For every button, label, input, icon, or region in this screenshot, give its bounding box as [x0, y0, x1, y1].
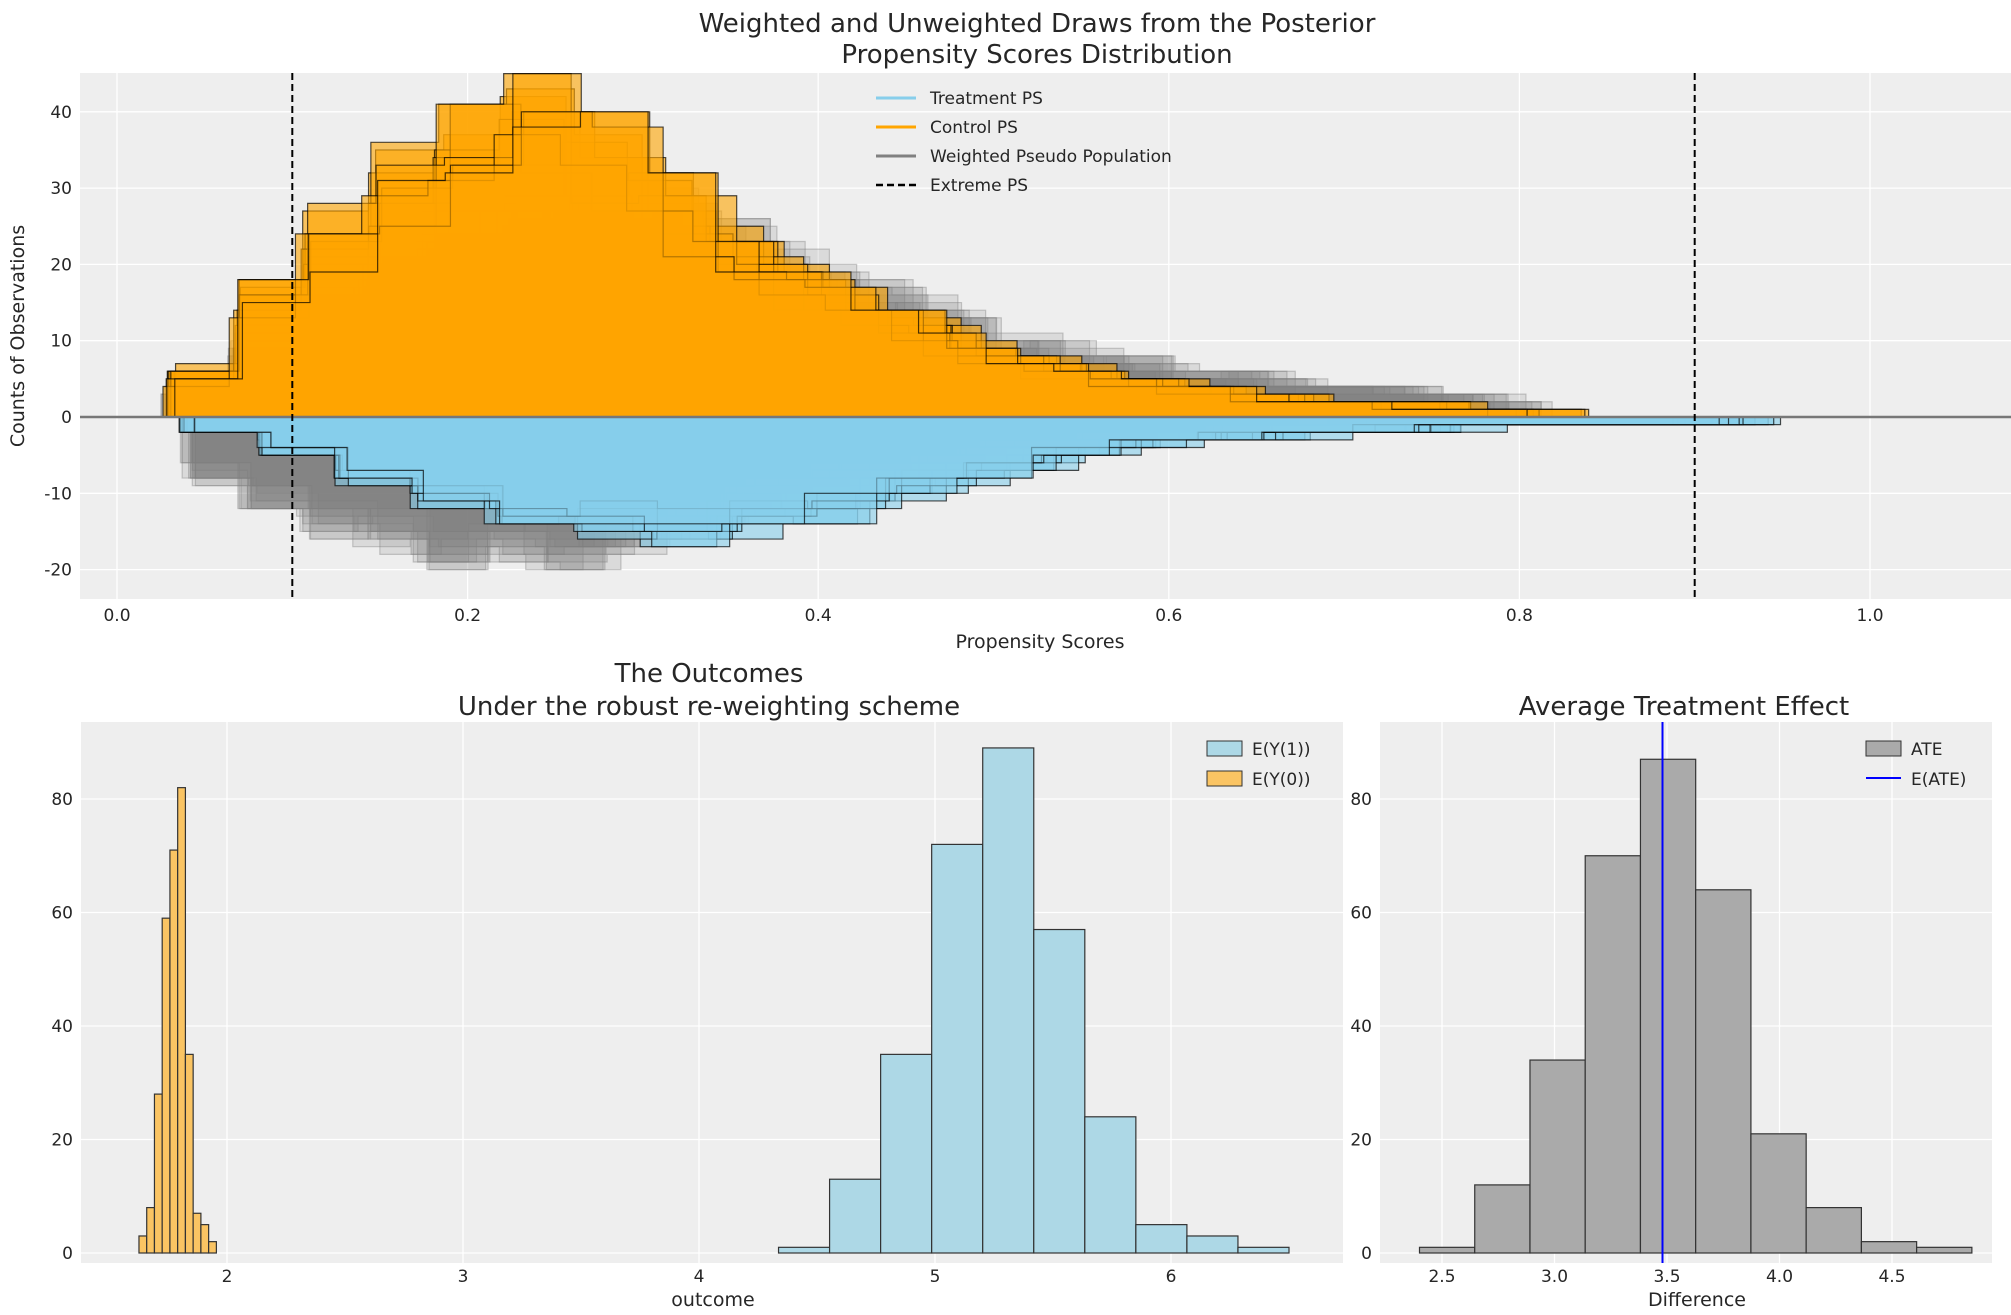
x-tick-label: 0.6 — [1155, 606, 1182, 626]
ate-bars — [1418, 722, 1973, 1263]
ey1-bar — [1135, 1224, 1188, 1254]
x-tick-label: 2 — [222, 1267, 233, 1287]
legend-ey1-label: E(Y(1)) — [1252, 740, 1310, 760]
legend-eate-label: E(ATE) — [1911, 770, 1966, 790]
x-tick-label: 3.5 — [1653, 1267, 1680, 1287]
y-tick-label: 60 — [1350, 904, 1372, 924]
y-tick-label: 40 — [51, 1017, 73, 1037]
x-tick-label: 6 — [1166, 1267, 1177, 1287]
y-tick-label: 0 — [61, 408, 72, 428]
ate-bar — [1860, 1241, 1918, 1254]
x-tick-label: 3.0 — [1541, 1267, 1568, 1287]
ps-ticks: 0.0 0.2 0.4 0.6 0.8 1.0 -20 -10 0 10 20 30 40 — [44, 103, 1883, 626]
ps-legend: Treatment PS Control PS Weighted Pseudo … — [876, 89, 1172, 196]
outcomes-bars — [138, 747, 1290, 1254]
ps-ylabel: Counts of Observations — [7, 225, 29, 447]
ate-bar — [1529, 1059, 1586, 1254]
y-tick-label: 40 — [50, 103, 72, 123]
ey1-bar — [982, 747, 1035, 1254]
y-tick-label: 10 — [50, 332, 72, 352]
outcomes-title-line2: Under the robust re-weighting scheme — [458, 692, 960, 722]
ey0-bar — [138, 1235, 148, 1254]
ate-bar — [1584, 855, 1642, 1254]
ate-bar — [1916, 1246, 1973, 1254]
x-tick-label: 4.5 — [1878, 1267, 1905, 1287]
ey0-bar — [161, 917, 171, 1254]
outcomes-xlabel: outcome — [671, 1289, 754, 1311]
legend-ey1-swatch — [1206, 740, 1243, 757]
ate-legend: ATE E(ATE) — [1865, 740, 1966, 790]
ate-bar — [1639, 758, 1697, 1254]
x-tick-label: 2.5 — [1428, 1267, 1455, 1287]
x-tick-label: 5 — [930, 1267, 941, 1287]
ey0-bar — [200, 1224, 210, 1254]
x-tick-label: 4 — [694, 1267, 705, 1287]
legend-control-label: Control PS — [930, 118, 1018, 138]
treatment-ps-histogram-draw — [194, 416, 1720, 525]
ps-panel: 0.0 0.2 0.4 0.6 0.8 1.0 -20 -10 0 10 20 30 40 Weight… — [7, 9, 2011, 653]
ate-bar — [1474, 1184, 1531, 1254]
ey1-bar — [828, 1178, 882, 1254]
y-tick-label: 60 — [51, 904, 73, 924]
legend-ate-label: ATE — [1911, 740, 1942, 760]
y-tick-label: -20 — [44, 561, 72, 581]
ey1-bar — [1084, 1116, 1137, 1254]
y-tick-label: 0 — [62, 1244, 73, 1264]
y-tick-label: 80 — [1350, 790, 1372, 810]
ey1-bar — [1186, 1235, 1239, 1254]
legend-ey0-label: E(Y(0)) — [1252, 770, 1310, 790]
ate-panel: 2.5 3.0 3.5 4.0 4.5 0 20 40 60 80 Average Treatme… — [1350, 692, 1992, 1311]
y-tick-label: 0 — [1361, 1244, 1372, 1264]
y-tick-label: 20 — [50, 255, 72, 275]
ey1-bar — [1033, 928, 1086, 1254]
ey1-bar — [1237, 1246, 1290, 1254]
legend-weighted-label: Weighted Pseudo Population — [930, 147, 1172, 167]
y-tick-label: 20 — [1350, 1131, 1372, 1151]
ps-title-line1: Weighted and Unweighted Draws from the P… — [699, 9, 1376, 39]
ps-title-line2: Propensity Scores Distribution — [841, 40, 1232, 70]
legend-ey0-swatch — [1206, 770, 1243, 787]
y-tick-label: 80 — [51, 790, 73, 810]
ate-bar — [1805, 1206, 1862, 1254]
x-tick-label: 0.8 — [1506, 606, 1533, 626]
ey0-bar — [192, 1212, 202, 1254]
x-tick-label: 4.0 — [1766, 1267, 1793, 1287]
ps-histograms — [80, 73, 2011, 599]
ey1-bar — [777, 1246, 831, 1254]
ate-bar — [1750, 1133, 1807, 1254]
outcomes-legend: E(Y(1)) E(Y(0)) — [1206, 740, 1310, 790]
legend-ate-swatch — [1865, 740, 1902, 757]
outcomes-axes-background — [81, 722, 1343, 1263]
outcomes-title-line1: The Outcomes — [614, 659, 804, 689]
legend-treatment-label: Treatment PS — [929, 89, 1043, 109]
x-tick-label: 0.0 — [103, 606, 130, 626]
x-tick-label: 1.0 — [1856, 606, 1883, 626]
ate-bar — [1695, 889, 1752, 1254]
ey0-bar — [153, 1093, 163, 1254]
x-tick-label: 3 — [458, 1267, 469, 1287]
ate-ticks: 2.5 3.0 3.5 4.0 4.5 0 20 40 60 80 — [1350, 790, 1905, 1287]
x-tick-label: 0.4 — [805, 606, 832, 626]
y-tick-label: 40 — [1350, 1017, 1372, 1037]
ey0-bar — [146, 1206, 156, 1254]
legend-extreme-label: Extreme PS — [930, 176, 1028, 196]
ey0-bar — [208, 1241, 217, 1254]
y-tick-label: -10 — [44, 484, 72, 504]
ey1-bar — [880, 1053, 933, 1254]
ey0-bar — [177, 787, 187, 1254]
ate-bar — [1418, 1246, 1476, 1254]
ey1-bar — [931, 843, 984, 1254]
control-ps-histogram-draw — [174, 111, 1528, 418]
ey0-bar — [184, 1053, 194, 1254]
ate-xlabel: Difference — [1648, 1289, 1746, 1311]
y-tick-label: 30 — [50, 179, 72, 199]
x-tick-label: 0.2 — [454, 606, 481, 626]
ate-title: Average Treatment Effect — [1519, 692, 1849, 722]
ps-xlabel: Propensity Scores — [956, 631, 1125, 653]
ey0-bar — [169, 849, 179, 1254]
y-tick-label: 20 — [51, 1131, 73, 1151]
